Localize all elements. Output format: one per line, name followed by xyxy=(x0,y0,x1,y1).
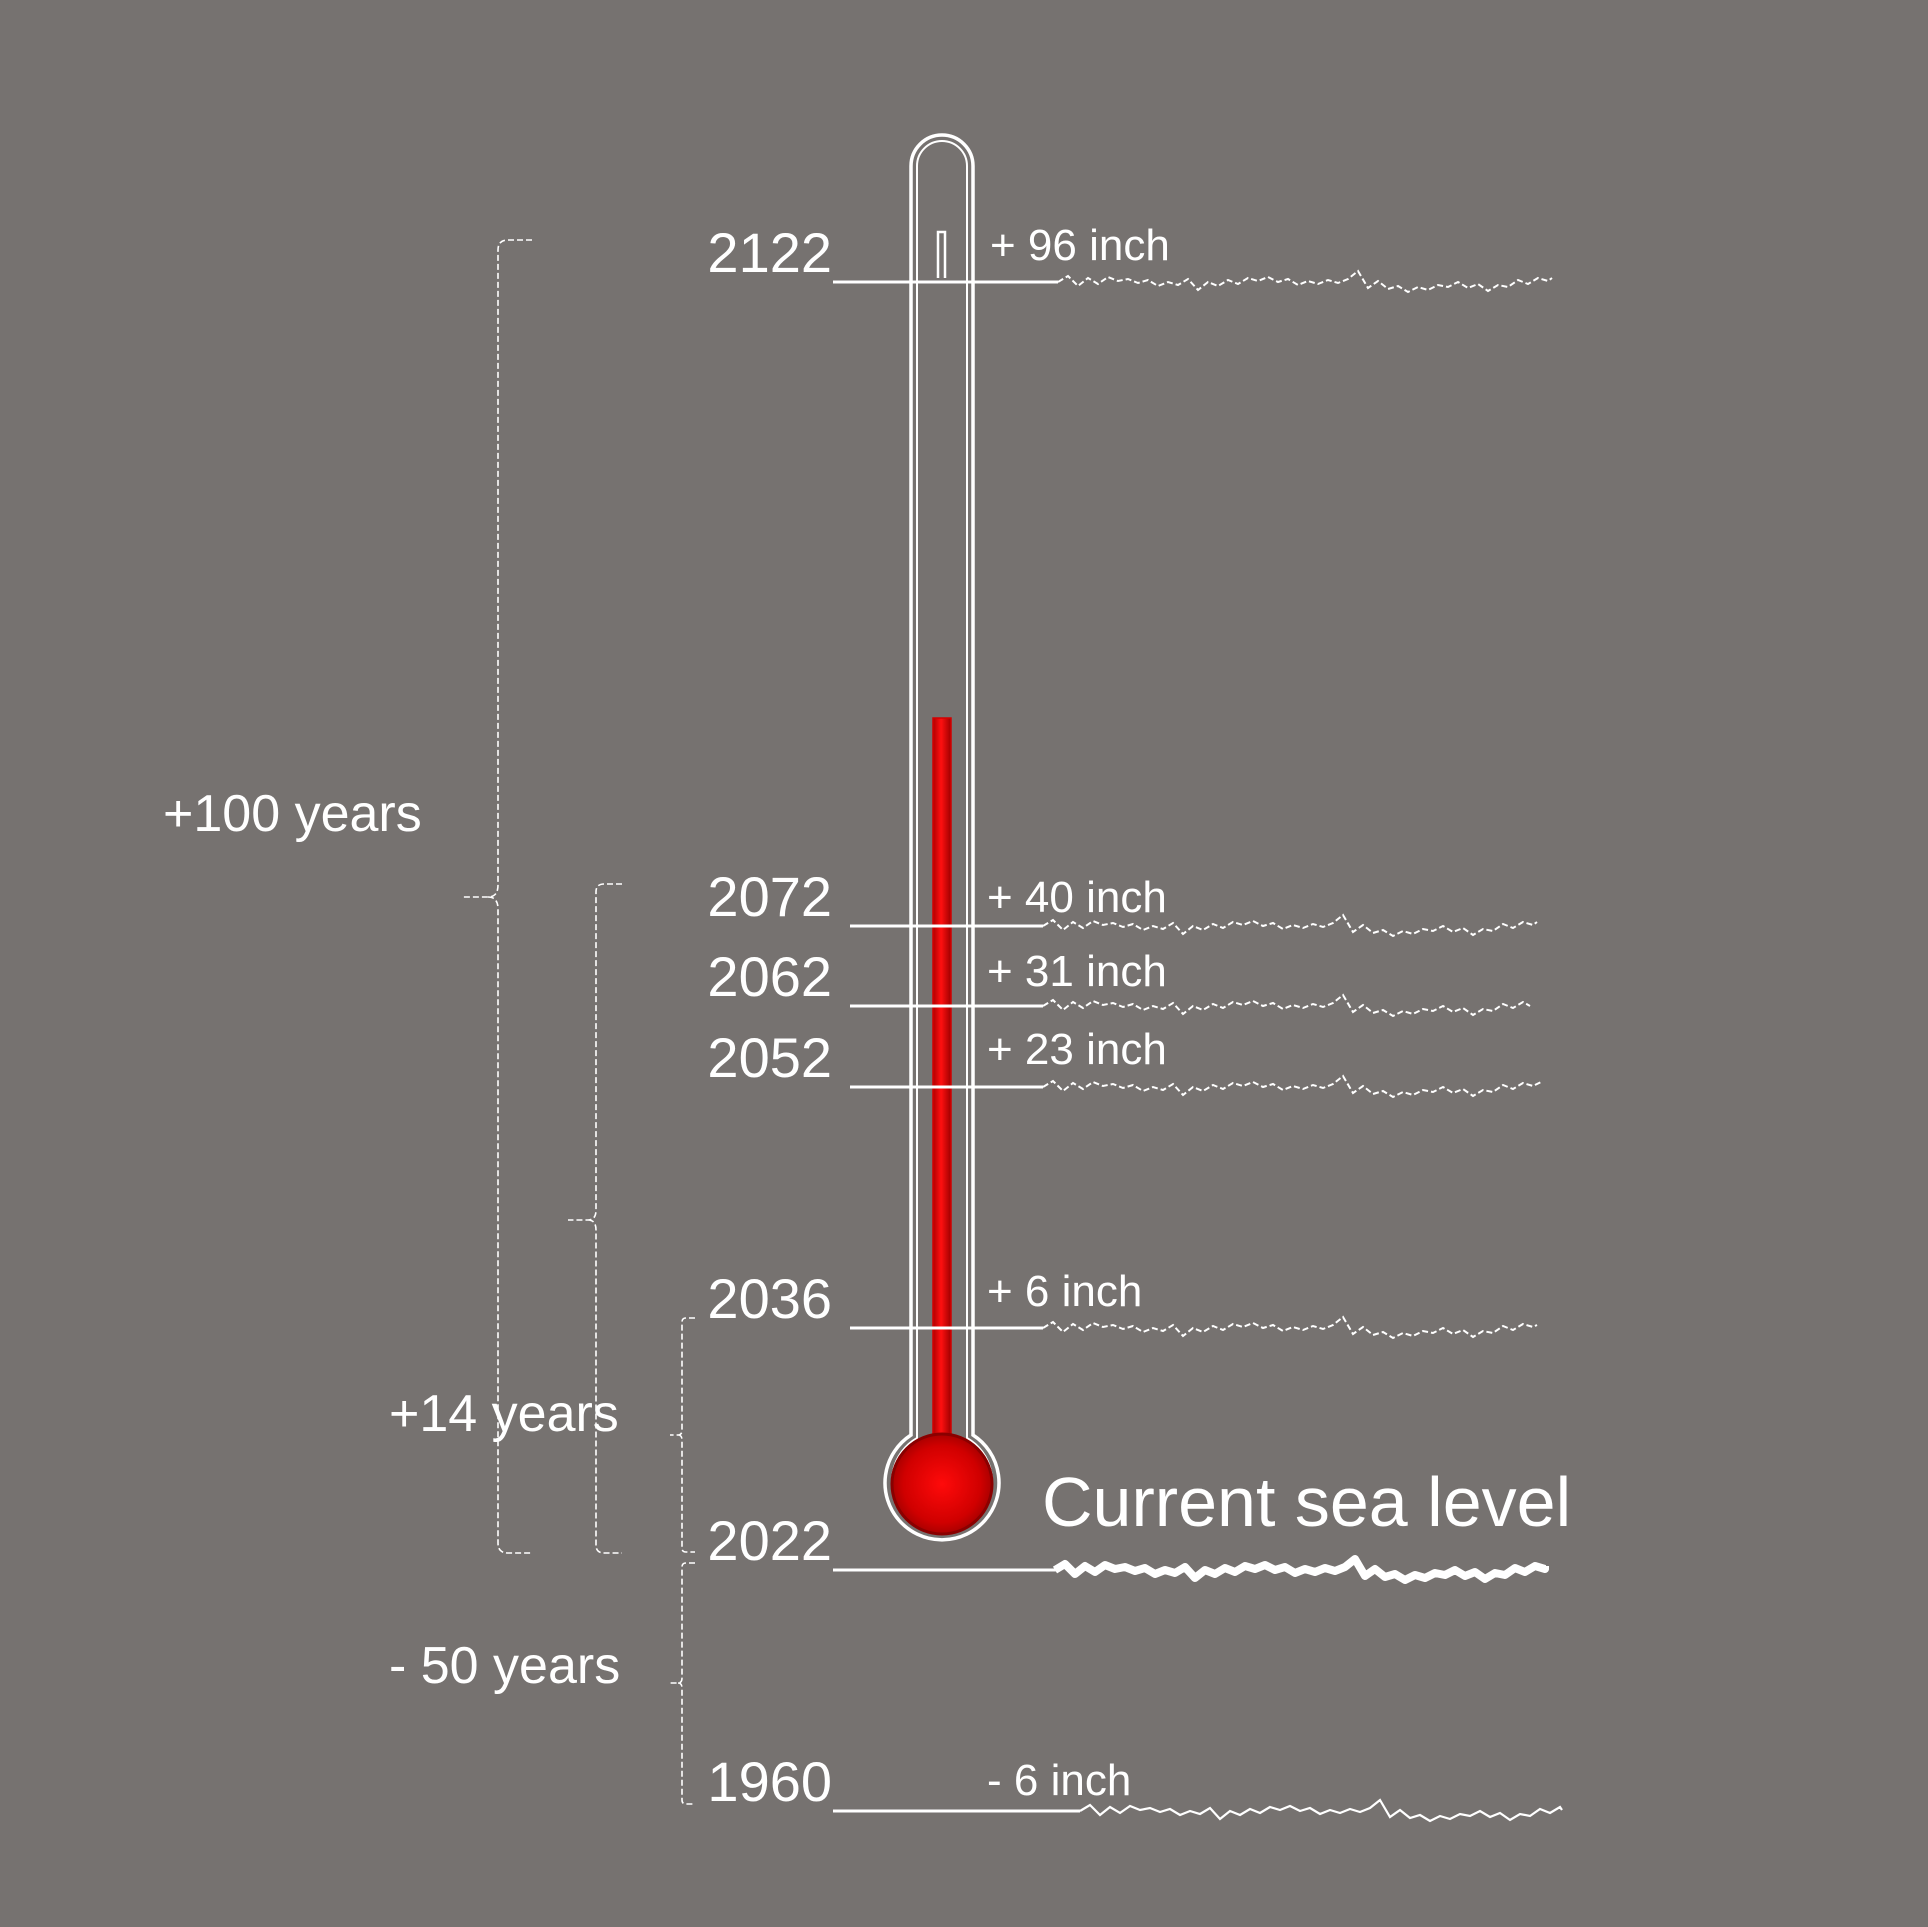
year-label-2052: 2052 xyxy=(707,1026,832,1089)
time-span-braces xyxy=(463,239,695,1805)
year-labels: 2122 2072 2062 2052 2036 2022 1960 xyxy=(707,221,832,1813)
brace-plus14 xyxy=(670,1317,695,1553)
rise-label-2052: + 23 inch xyxy=(987,1025,1167,1074)
wave-2122 xyxy=(1057,269,1553,294)
thermometer-tube-outer xyxy=(883,133,1001,1542)
brace-plus100 xyxy=(463,239,532,1554)
wave-2036 xyxy=(1042,1315,1538,1340)
wave-2052 xyxy=(1042,1074,1542,1099)
rise-label-2072: + 40 inch xyxy=(987,873,1167,922)
sea-waves xyxy=(1042,269,1563,1823)
year-label-2062: 2062 xyxy=(707,945,832,1008)
rise-label-2062: + 31 inch xyxy=(987,947,1167,996)
brace-minus50 xyxy=(670,1562,695,1805)
thermometer-fluid-column xyxy=(932,717,952,1451)
thermometer-bulb xyxy=(892,1434,992,1534)
year-label-2036: 2036 xyxy=(707,1267,832,1330)
rise-label-1960: - 6 inch xyxy=(987,1756,1131,1805)
span-label-plus14: +14 years xyxy=(389,1385,619,1443)
year-label-2022: 2022 xyxy=(707,1509,832,1572)
wave-2072 xyxy=(1042,913,1538,938)
rise-label-2036: + 6 inch xyxy=(987,1267,1142,1316)
current-sea-level-label: Current sea level xyxy=(1042,1463,1571,1541)
thermometer xyxy=(883,133,1001,1542)
span-label-minus50: - 50 years xyxy=(389,1637,620,1695)
thermometer-bulb-rim xyxy=(890,1432,994,1536)
rise-label-2122: + 96 inch xyxy=(990,221,1170,270)
span-label-plus100: +100 years xyxy=(163,785,422,843)
wave-2022-current xyxy=(1052,1555,1549,1584)
thermometer-top-mark xyxy=(936,230,947,278)
wave-2062 xyxy=(1042,993,1531,1018)
span-labels: +100 years +14 years - 50 years xyxy=(163,785,620,1695)
year-label-2072: 2072 xyxy=(707,865,832,928)
wave-1960 xyxy=(1079,1798,1563,1823)
reference-lines xyxy=(833,280,1080,1813)
rise-labels: + 96 inch + 40 inch + 31 inch + 23 inch … xyxy=(987,221,1170,1805)
year-label-2122: 2122 xyxy=(707,221,832,284)
year-label-1960: 1960 xyxy=(707,1750,832,1813)
brace-plus50 xyxy=(568,883,622,1554)
